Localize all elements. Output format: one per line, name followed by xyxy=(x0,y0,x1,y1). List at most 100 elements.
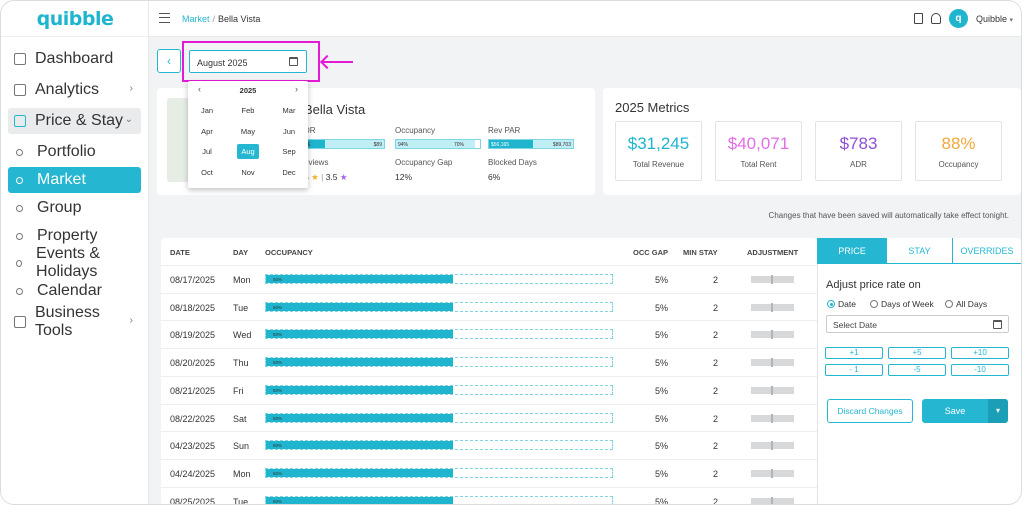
table-row[interactable]: 04/23/2025 Sun 50% 5% 2 xyxy=(161,431,817,458)
radio-all-days[interactable]: All Days xyxy=(945,299,987,309)
row-adjustment-slider[interactable] xyxy=(751,302,794,312)
row-occ-gap: 5% xyxy=(655,496,669,505)
month-may[interactable]: May xyxy=(240,127,256,136)
revpar-bar: $56,165 $89,703 xyxy=(488,139,574,149)
month-dec[interactable]: Dec xyxy=(282,168,296,177)
decrease-1-button[interactable]: - 1 xyxy=(825,364,883,376)
tab-stay[interactable]: STAY xyxy=(886,238,952,264)
sidebar: quibble Dashboard Analytics › Price & St… xyxy=(1,1,149,504)
row-adjustment-slider[interactable] xyxy=(751,330,794,340)
table-row[interactable]: 04/24/2025 Mon 50% 5% 2 xyxy=(161,458,817,486)
circle-icon xyxy=(16,204,23,212)
row-occupancy-bar: 50% xyxy=(265,301,613,312)
avatar[interactable]: q xyxy=(948,9,968,28)
row-min-stay: 2 xyxy=(713,468,719,479)
table-row[interactable]: 08/21/2025 Fri 50% 5% 2 xyxy=(161,375,817,403)
month-jan[interactable]: Jan xyxy=(200,106,214,115)
quibble-logo[interactable]: quibble xyxy=(1,1,149,37)
sidebar-item-portfolio[interactable]: Portfolio xyxy=(8,139,141,165)
sidebar-item-analytics[interactable]: Analytics › xyxy=(8,77,141,103)
sidebar-item-market[interactable]: Market xyxy=(8,167,141,193)
documents-icon[interactable] xyxy=(913,13,923,24)
month-apr[interactable]: Apr xyxy=(201,127,213,136)
radio-icon xyxy=(945,300,953,308)
row-day: Wed xyxy=(233,330,252,341)
table-row[interactable]: 08/17/2025 Mon 50% 5% 2 xyxy=(161,265,817,292)
select-date-input[interactable]: Select Date xyxy=(826,315,1009,333)
month-picker-dropdown: ‹ 2025 › Jan Feb Mar Apr May Jun Jul Aug… xyxy=(188,81,308,188)
occupancy-fill xyxy=(266,496,453,504)
menu-toggle-icon[interactable] xyxy=(159,13,170,23)
table-row[interactable]: 08/25/2025 Tue 50% 5% 2 xyxy=(161,486,817,505)
sidebar-item-events-holidays[interactable]: Events & Holidays xyxy=(8,245,141,280)
row-adjustment-slider[interactable] xyxy=(751,441,794,451)
increase-1-button[interactable]: +1 xyxy=(825,347,883,359)
column-header-occ-gap[interactable]: OCC GAP xyxy=(633,248,669,257)
table-row[interactable]: 08/20/2025 Thu 50% 5% 2 xyxy=(161,348,817,375)
month-picker-input[interactable]: August 2025 xyxy=(189,50,307,73)
month-oct[interactable]: Oct xyxy=(201,168,213,177)
column-header-adjustment[interactable]: ADJUSTMENT xyxy=(747,248,799,257)
row-occupancy-bar: 50% xyxy=(265,357,613,368)
sidebar-item-property[interactable]: Property xyxy=(8,223,141,249)
month-aug[interactable]: Aug xyxy=(237,144,259,159)
sidebar-item-group[interactable]: Group xyxy=(8,195,141,221)
row-date: 08/20/2025 xyxy=(170,358,216,369)
bell-icon[interactable] xyxy=(930,13,941,24)
adjust-panel-title: Adjust price rate on xyxy=(826,279,921,291)
row-adjustment-slider[interactable] xyxy=(751,358,794,368)
row-adjustment-slider[interactable] xyxy=(751,496,794,504)
row-occupancy-bar: 50% xyxy=(265,274,613,284)
previous-button[interactable]: ‹ xyxy=(157,49,181,73)
tab-price[interactable]: PRICE xyxy=(817,238,886,264)
previous-year-button[interactable]: ‹ xyxy=(198,84,201,94)
occupancy-bar: 94% 70% xyxy=(395,139,481,149)
row-adjustment-slider[interactable] xyxy=(751,413,794,423)
sidebar-item-business-tools[interactable]: Business Tools › xyxy=(8,304,141,339)
month-nov[interactable]: Nov xyxy=(241,168,255,177)
table-row[interactable]: 08/22/2025 Sat 50% 5% 2 xyxy=(161,403,817,431)
month-jun[interactable]: Jun xyxy=(282,127,296,136)
sidebar-item-label: Business Tools xyxy=(34,304,100,339)
row-date: 04/24/2025 xyxy=(170,468,216,479)
save-button[interactable]: Save xyxy=(922,399,988,423)
column-header-date[interactable]: DATE xyxy=(170,248,190,257)
next-year-button[interactable]: › xyxy=(295,84,298,94)
user-menu[interactable]: Quibble ▾ xyxy=(975,13,1013,24)
table-row[interactable]: 08/18/2025 Tue 50% 5% 2 xyxy=(161,292,817,320)
radio-date[interactable]: Date xyxy=(827,299,856,309)
increase-10-button[interactable]: +10 xyxy=(951,347,1009,359)
breadcrumb-market-link[interactable]: Market xyxy=(182,14,210,24)
sidebar-item-calendar[interactable]: Calendar xyxy=(8,278,141,304)
property-title: Bella Vista xyxy=(304,102,366,117)
month-feb[interactable]: Feb xyxy=(241,106,255,115)
decrease-10-button[interactable]: -10 xyxy=(951,364,1009,376)
sidebar-item-price-stay[interactable]: Price & Stay ⌄ xyxy=(8,108,141,134)
sidebar-item-dashboard[interactable]: Dashboard xyxy=(8,46,141,72)
adr-bar-fill xyxy=(305,140,325,148)
save-options-button[interactable]: ▾ xyxy=(988,399,1008,423)
month-sep[interactable]: Sep xyxy=(282,147,296,156)
row-day: Tue xyxy=(233,302,249,313)
tab-overrides[interactable]: OVERRIDES xyxy=(952,238,1021,264)
increase-5-button[interactable]: +5 xyxy=(888,347,946,359)
decrease-5-button[interactable]: -5 xyxy=(888,364,946,376)
row-date: 08/17/2025 xyxy=(170,275,216,285)
sidebar-item-label: Events & Holidays xyxy=(36,245,101,280)
row-adjustment-slider[interactable] xyxy=(751,275,794,284)
column-header-day[interactable]: DAY xyxy=(233,248,249,257)
row-occupancy-bar: 50% xyxy=(265,329,613,340)
reviews-value: 5 ★ | 3.5 ★ xyxy=(304,172,348,182)
column-header-min-stay[interactable]: MIN STAY xyxy=(683,248,718,257)
row-adjustment-slider[interactable] xyxy=(751,385,794,395)
discard-changes-button[interactable]: Discard Changes xyxy=(827,399,913,423)
month-mar[interactable]: Mar xyxy=(282,106,296,115)
row-adjustment-slider[interactable] xyxy=(751,468,794,478)
reviews-label: eviews xyxy=(304,158,329,167)
column-header-occupancy[interactable]: OCCUPANCY xyxy=(265,248,313,257)
month-jul[interactable]: Jul xyxy=(202,147,212,156)
row-day: Fri xyxy=(233,385,244,396)
row-date: 08/25/2025 xyxy=(170,496,216,505)
table-row[interactable]: 08/19/2025 Wed 50% 5% 2 xyxy=(161,320,817,347)
radio-days-of-week[interactable]: Days of Week xyxy=(870,299,934,309)
